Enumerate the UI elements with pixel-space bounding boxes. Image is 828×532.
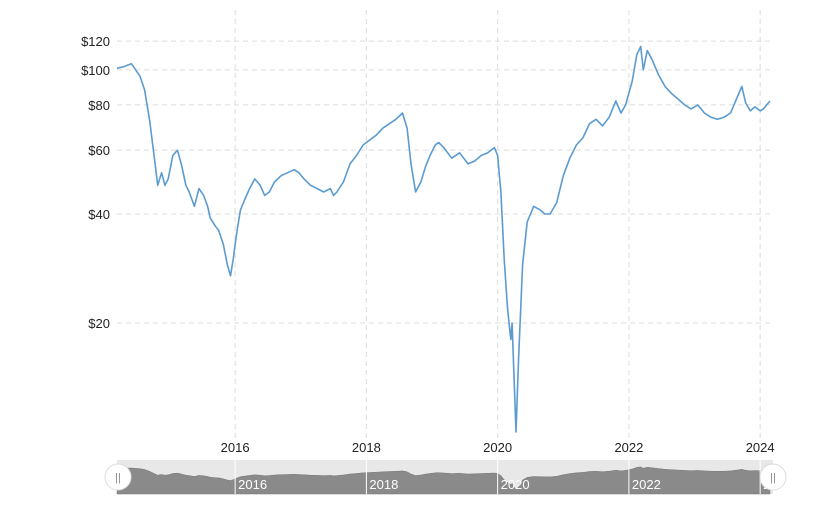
navigator-right-handle[interactable]: || xyxy=(759,463,787,491)
grid xyxy=(117,10,770,440)
x-axis: 2016 2018 2020 2022 2024 xyxy=(221,440,775,455)
x-tick-label: 2018 xyxy=(352,440,381,455)
navigator-year-label: 2016 xyxy=(238,477,267,492)
navigator-left-handle[interactable]: || xyxy=(104,463,132,491)
navigator-series-area xyxy=(116,466,771,495)
y-tick-label: $40 xyxy=(88,207,110,222)
series-layer xyxy=(116,45,771,433)
navigator-year-label: 2022 xyxy=(632,477,661,492)
navigator-year-label: 2020 xyxy=(501,477,530,492)
y-tick-label: $80 xyxy=(88,98,110,113)
navigator-year-label: 2018 xyxy=(369,477,398,492)
x-tick-label: 2024 xyxy=(746,440,775,455)
x-tick-label: 2016 xyxy=(221,440,250,455)
y-tick-label: $60 xyxy=(88,143,110,158)
price-series-line xyxy=(116,45,771,433)
y-axis: $20 $40 $60 $80 $100 $120 xyxy=(81,34,110,331)
y-tick-label: $120 xyxy=(81,34,110,49)
y-tick-label: $20 xyxy=(88,316,110,331)
x-tick-label: 2020 xyxy=(483,440,512,455)
left-handle-grip-icon: || xyxy=(115,472,121,484)
right-handle-grip-icon: || xyxy=(770,472,776,484)
x-tick-label: 2022 xyxy=(614,440,643,455)
y-tick-label: $100 xyxy=(81,63,110,78)
